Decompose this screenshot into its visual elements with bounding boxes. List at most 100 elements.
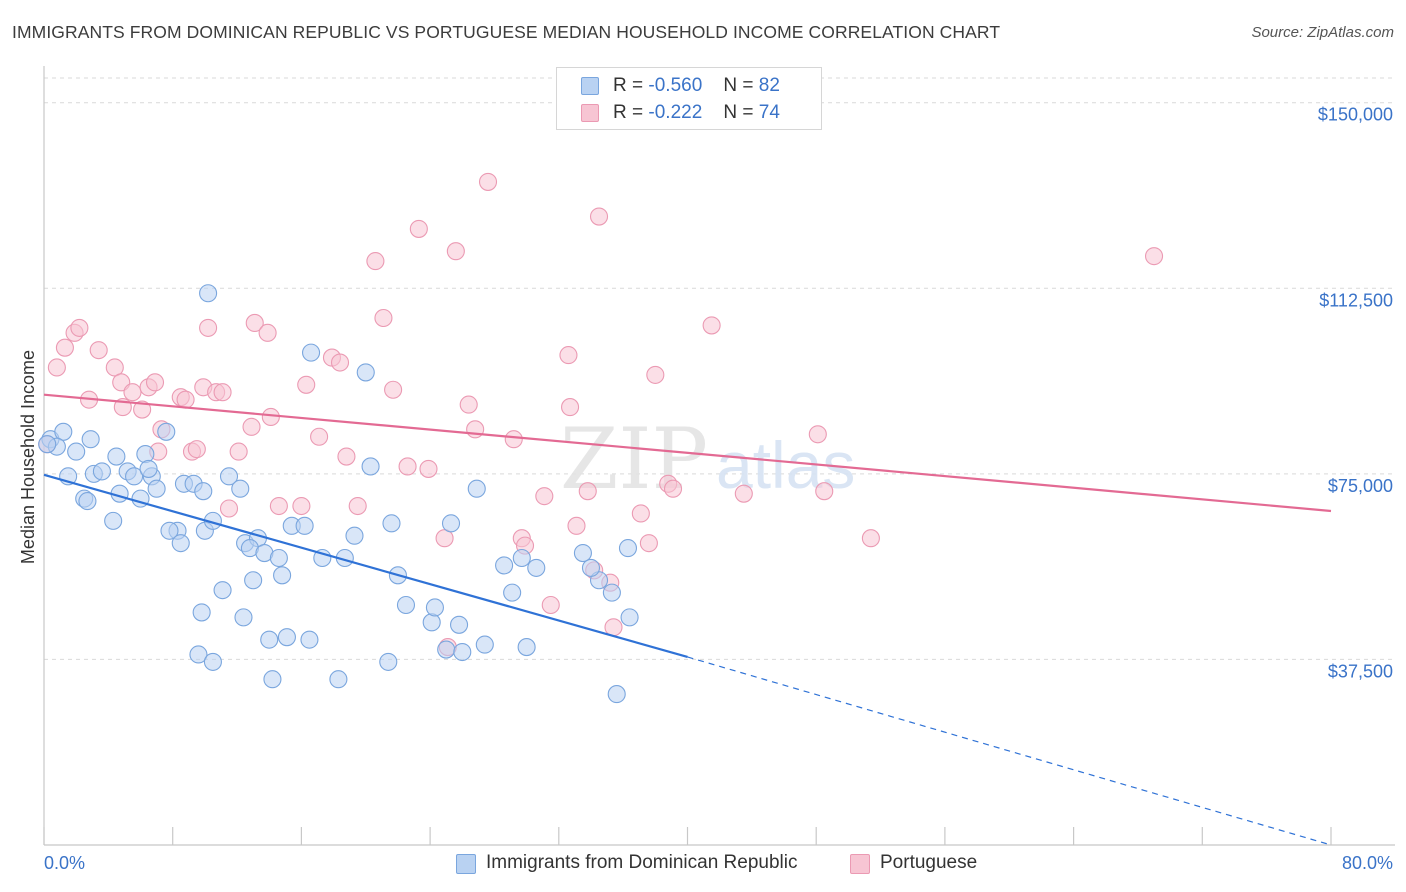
legend-r-value: -0.560 (648, 75, 703, 96)
portuguese-point (808, 425, 827, 444)
watermark: ZIP atlas (560, 410, 855, 508)
dominican-point (244, 571, 263, 590)
portuguese-point (55, 338, 74, 357)
dominican-point (277, 628, 296, 647)
portuguese-point (213, 383, 232, 402)
portuguese-point (702, 316, 721, 335)
dominican-point (422, 613, 441, 632)
portuguese-point (561, 398, 580, 417)
dominican-point (295, 516, 314, 535)
dominican-point (581, 558, 601, 577)
portuguese-point (310, 427, 329, 446)
legend-n-value: 82 (758, 75, 780, 96)
dominican-point (192, 603, 211, 622)
portuguese-point (199, 318, 218, 337)
dominican-point (475, 635, 494, 654)
portuguese-point (219, 499, 239, 518)
legend-n-value: 74 (758, 102, 780, 123)
legend-r-label: R = (613, 102, 644, 123)
dominican-point (607, 685, 626, 704)
portuguese-point (631, 504, 650, 523)
portuguese-point (261, 407, 280, 427)
source-label: Source: ZipAtlas.com (1251, 24, 1394, 41)
portuguese-point (639, 534, 658, 553)
dominican-point (213, 581, 232, 600)
dominican-point (379, 652, 398, 671)
portuguese-point (409, 219, 428, 238)
portuguese-point (459, 395, 478, 414)
portuguese-point (330, 353, 350, 372)
portuguese-point (269, 496, 288, 516)
axes (43, 66, 1395, 846)
dominican-point (467, 479, 486, 498)
dominican-point (396, 595, 416, 615)
portuguese-point (123, 383, 142, 402)
dominican-point (453, 642, 472, 662)
portuguese-point (446, 242, 465, 261)
dominican-point (157, 422, 176, 441)
portuguese-point (384, 380, 403, 399)
dominican-point (38, 435, 57, 454)
dominican-point (219, 467, 239, 486)
dominican-point (450, 615, 469, 634)
portuguese-point (297, 375, 316, 394)
portuguese-point (245, 313, 264, 332)
dominican-point (107, 447, 126, 466)
dominican-point (620, 608, 639, 627)
dominican-point (382, 514, 401, 533)
dominican-point (345, 526, 364, 545)
portuguese-point (567, 516, 586, 535)
dominican-point (425, 598, 444, 617)
portuguese-point (535, 487, 554, 506)
x-tick-label: 80.0% (1342, 853, 1393, 873)
y-tick-label: $112,500 (1319, 290, 1393, 310)
dominican-point (437, 640, 456, 659)
dominican-point (125, 467, 144, 486)
legend-r-value: -0.222 (648, 102, 703, 123)
portuguese-point (145, 373, 165, 392)
dominican-point (517, 638, 536, 657)
portuguese-point (366, 252, 385, 271)
dominican-point (573, 543, 592, 563)
portuguese-point (734, 484, 753, 503)
dominican-point (361, 457, 380, 476)
portuguese-point (176, 390, 195, 409)
portuguese-point (504, 430, 523, 449)
y-axis-label: Median Household Income (18, 350, 38, 564)
portuguese-point (1144, 247, 1164, 266)
portuguese-point (242, 417, 261, 436)
dominican-point (194, 482, 213, 501)
legend-n-label: N = (723, 102, 754, 123)
x-tick-label: 0.0% (44, 853, 85, 873)
portuguese-point (419, 459, 438, 478)
dominican-point (81, 430, 100, 449)
dominican-point (602, 583, 621, 602)
legend-r-label: R = (613, 75, 644, 96)
portuguese-point (348, 496, 367, 516)
portuguese-trend-line (43, 393, 1332, 513)
tick-labels: $37,500 $75,000 $112,500 $150,000 0.0% 80.0% (44, 105, 1393, 873)
dominican-point (203, 652, 222, 671)
portuguese-point (374, 308, 393, 328)
dominican-point (503, 583, 522, 602)
portuguese-point (337, 447, 356, 466)
legend-swatch-blue (581, 77, 599, 95)
dominican-point (329, 670, 348, 689)
dominican-point (495, 556, 514, 575)
portuguese-point (559, 346, 578, 365)
dominican-point (300, 630, 319, 649)
dominican-point (189, 645, 208, 664)
portuguese-point (187, 440, 206, 459)
portuguese-point (47, 358, 66, 377)
dominican-point (260, 630, 279, 649)
dominican-point (171, 534, 190, 553)
portuguese-point (398, 457, 417, 476)
dominican-point (269, 548, 288, 568)
y-tick-label: $37,500 (1328, 661, 1393, 681)
dominican-point (136, 445, 155, 464)
grid-lines (44, 77, 1395, 660)
dominican-point (231, 479, 250, 498)
dominican-point (441, 514, 461, 533)
dominican-point (302, 343, 321, 362)
